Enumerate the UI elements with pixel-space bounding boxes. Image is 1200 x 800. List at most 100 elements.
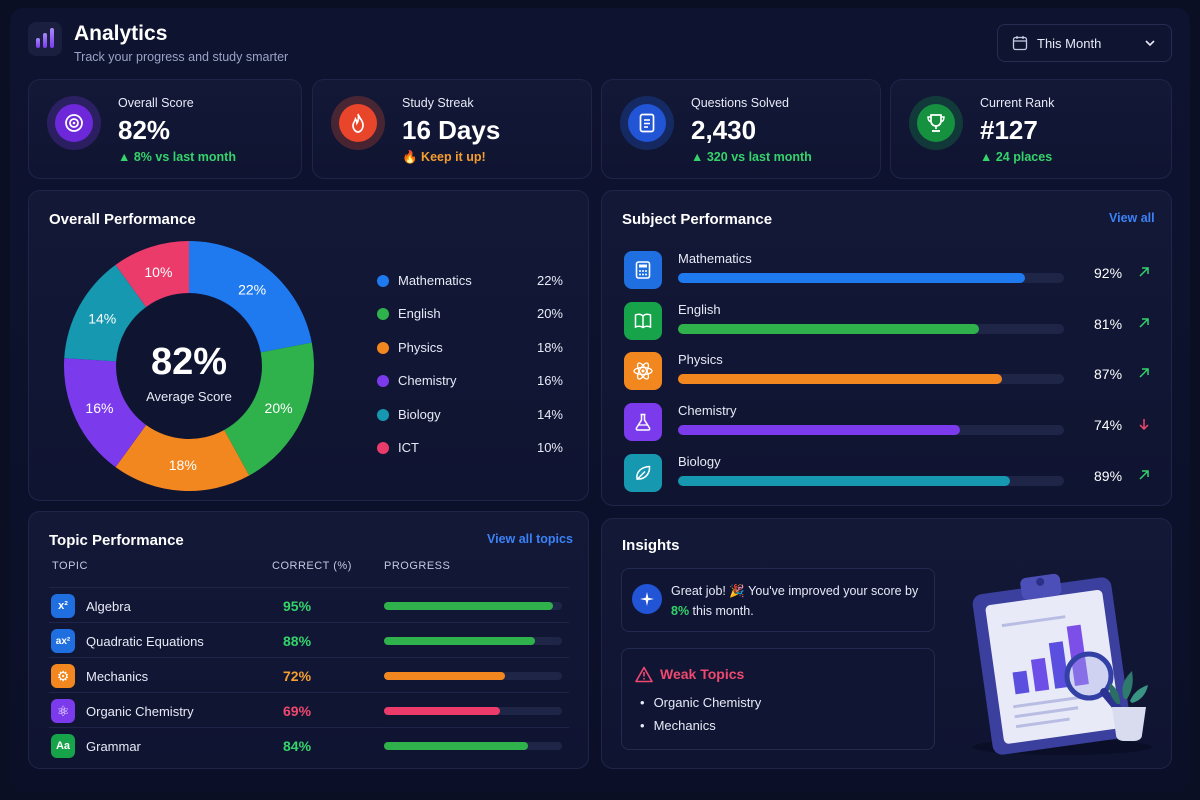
progress-track bbox=[384, 742, 562, 750]
progress-fill bbox=[678, 374, 1003, 384]
calendar-icon bbox=[1012, 36, 1028, 51]
donut-slice-chemistry bbox=[64, 358, 147, 468]
algebra-icon: x² bbox=[51, 594, 75, 618]
column-header-topic: TOPIC bbox=[52, 560, 88, 572]
stat-value: 16 Days bbox=[402, 115, 501, 145]
topic-name: Grammar bbox=[86, 739, 141, 754]
chevron-down-icon bbox=[1145, 40, 1155, 47]
topic-name: Mechanics bbox=[86, 669, 149, 684]
subject-name: English bbox=[678, 302, 721, 317]
slice-label: 22% bbox=[238, 282, 266, 298]
legend-item: ICT 10% bbox=[377, 438, 567, 458]
stat-value: #127 bbox=[980, 115, 1038, 145]
stat-delta: ▲ 8% vs last month bbox=[118, 150, 236, 164]
stat-value: 82% bbox=[118, 115, 171, 145]
donut-hole bbox=[117, 294, 261, 438]
table-row: x² Algebra 95% bbox=[49, 587, 569, 621]
page-subtitle: Track your progress and study smarter bbox=[74, 50, 289, 64]
donut-slice-english bbox=[224, 342, 314, 476]
progress-track bbox=[678, 374, 1064, 384]
card-title: Subject Performance bbox=[622, 211, 773, 228]
topic-percent: 95% bbox=[283, 598, 312, 614]
leaf-icon bbox=[624, 454, 662, 492]
stat-value: 2,430 bbox=[691, 115, 757, 145]
progress-fill bbox=[678, 273, 1026, 283]
insights-card: Insights Great job! 🎉 You've improved yo… bbox=[601, 518, 1172, 769]
stat-card-study-streak: Study Streak 16 Days 🔥 Keep it up! bbox=[312, 79, 592, 179]
progress-track bbox=[678, 273, 1064, 283]
progress-track bbox=[678, 476, 1064, 486]
trend-up-icon bbox=[1138, 468, 1150, 486]
subject-name: Mathematics bbox=[678, 251, 752, 266]
flame-icon bbox=[331, 96, 385, 150]
weak-topics-title: Weak Topics bbox=[660, 666, 745, 682]
progress-fill bbox=[384, 672, 506, 680]
progress-fill bbox=[678, 476, 1010, 486]
view-all-link[interactable]: View all bbox=[1109, 211, 1155, 225]
donut-center-label: Average Score bbox=[146, 389, 232, 404]
calculator-icon bbox=[624, 251, 662, 289]
quadratic-icon: ax² bbox=[51, 629, 75, 653]
trophy-icon bbox=[909, 96, 963, 150]
view-all-topics-link[interactable]: View all topics bbox=[487, 532, 573, 546]
subject-name: Chemistry bbox=[678, 403, 737, 418]
insight-text: Great job! 🎉 You've improved your score … bbox=[671, 584, 919, 618]
topic-percent: 84% bbox=[283, 738, 312, 754]
subject-row: Mathematics 92% bbox=[624, 251, 1154, 293]
stat-label: Study Streak bbox=[402, 96, 474, 110]
subject-percent: 92% bbox=[1094, 265, 1123, 281]
stat-card-overall-score: Overall Score 82% ▲ 8% vs last month bbox=[28, 79, 302, 179]
table-row: Aa Grammar 84% bbox=[49, 727, 569, 761]
gear-icon: ⚙ bbox=[51, 664, 75, 688]
donut-slice-physics bbox=[115, 425, 250, 491]
subject-percent: 74% bbox=[1094, 417, 1123, 433]
progress-fill bbox=[384, 602, 554, 610]
legend-item: English 20% bbox=[377, 304, 567, 324]
legend-item: Biology 14% bbox=[377, 405, 567, 425]
period-dropdown[interactable]: This Month bbox=[997, 24, 1172, 62]
stat-delta: ▲ 24 places bbox=[980, 150, 1053, 164]
legend-item: Physics 18% bbox=[377, 338, 567, 358]
donut-slice-mathematics bbox=[189, 241, 312, 353]
weak-topics-box: Weak Topics Organic Chemistry Mechanics bbox=[621, 648, 935, 750]
topic-percent: 88% bbox=[283, 633, 312, 649]
sparkle-icon bbox=[632, 584, 662, 614]
card-title: Insights bbox=[622, 537, 680, 554]
slice-label: 14% bbox=[88, 310, 116, 326]
table-row: ax² Quadratic Equations 88% bbox=[49, 622, 569, 656]
progress-fill bbox=[678, 425, 960, 435]
stat-delta: ▲ 320 vs last month bbox=[691, 150, 812, 164]
card-title: Overall Performance bbox=[49, 211, 196, 228]
topic-performance-card: Topic Performance View all topics TOPIC … bbox=[28, 511, 589, 769]
trend-up-icon: ▲ bbox=[980, 150, 996, 164]
table-row: ⚛ Organic Chemistry 69% bbox=[49, 692, 569, 726]
slice-label: 10% bbox=[144, 264, 172, 280]
stat-label: Current Rank bbox=[980, 96, 1055, 110]
legend-item: Chemistry 16% bbox=[377, 371, 567, 391]
period-label: This Month bbox=[1037, 35, 1102, 51]
atom-icon bbox=[624, 352, 662, 390]
legend-item: Mathematics 22% bbox=[377, 271, 567, 291]
table-row: ⚙ Mechanics 72% bbox=[49, 657, 569, 691]
trend-up-icon bbox=[1138, 366, 1150, 384]
clipboard-illustration bbox=[972, 573, 1152, 755]
progress-track bbox=[678, 425, 1064, 435]
weak-topic-item: Organic Chemistry bbox=[640, 695, 762, 710]
progress-track bbox=[678, 324, 1064, 334]
subject-name: Biology bbox=[678, 454, 721, 469]
subject-name: Physics bbox=[678, 352, 723, 367]
stat-delta: 🔥 Keep it up! bbox=[402, 150, 486, 164]
subject-row: English 81% bbox=[624, 302, 1154, 344]
subject-performance-card: Subject Performance View all Mathematics… bbox=[601, 190, 1172, 506]
progress-fill bbox=[678, 324, 980, 334]
molecule-icon: ⚛ bbox=[51, 699, 75, 723]
book-icon bbox=[624, 302, 662, 340]
stat-card-current-rank: Current Rank #127 ▲ 24 places bbox=[890, 79, 1172, 179]
target-icon bbox=[47, 96, 101, 150]
card-title: Topic Performance bbox=[49, 532, 184, 549]
fire-emoji-icon: 🔥 bbox=[402, 150, 422, 164]
flask-icon bbox=[624, 403, 662, 441]
progress-track bbox=[384, 707, 562, 715]
topic-name: Organic Chemistry bbox=[86, 704, 194, 719]
weak-topic-item: Mechanics bbox=[640, 718, 716, 733]
